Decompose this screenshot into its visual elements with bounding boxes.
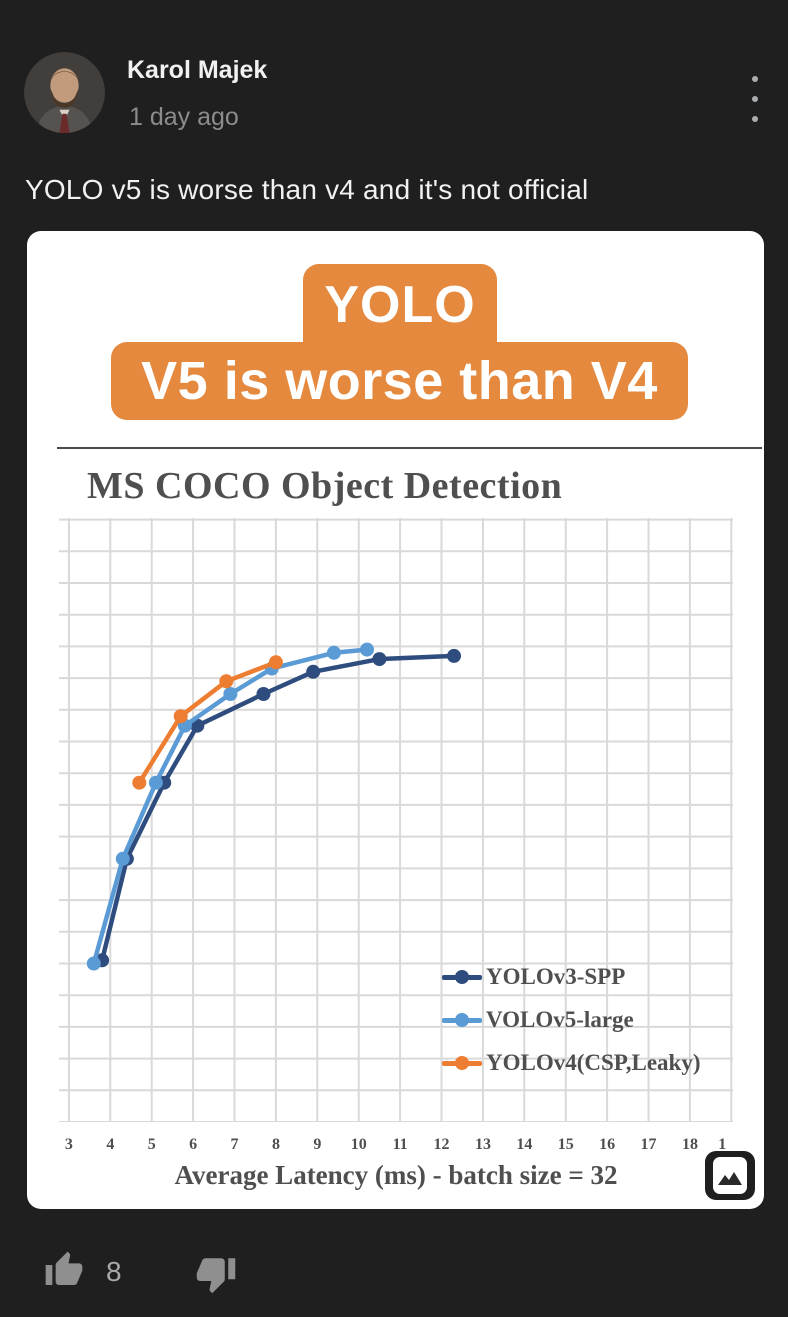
series-YOLOv4(CSP,Leaky) [132,655,283,790]
avatar[interactable] [24,52,105,133]
x-tick: 4 [106,1136,115,1153]
x-tick: 5 [147,1136,156,1153]
x-tick: 17 [640,1136,657,1153]
x-tick: 10 [350,1136,367,1153]
x-tick: 12 [433,1136,450,1153]
legend-marker-line [442,1050,482,1076]
gridlines [59,518,733,1122]
x-tick: 13 [474,1136,491,1153]
legend-label: YOLOv4(CSP,Leaky) [486,1050,701,1075]
post-text: YOLO v5 is worse than v4 and it's not of… [25,174,589,205]
plot-svg [59,518,733,1122]
legend-item: YOLOv3-SPP [442,964,700,990]
banner-top: YOLO [303,264,497,346]
thumb-down-icon[interactable] [195,1253,237,1295]
like-count: 8 [106,1256,122,1287]
series-VOLOv5-large [86,642,374,971]
legend-label: YOLOv3-SPP [486,964,626,989]
banner-bottom: V5 is worse than V4 [111,342,688,420]
thumb-up-icon[interactable] [44,1250,84,1290]
x-tick: 15 [557,1136,574,1153]
post-image[interactable]: YOLO V5 is worse than V4 MS COCO Object … [27,231,764,1209]
x-tick: 8 [271,1136,280,1153]
legend-marker-line [442,1007,482,1033]
series-YOLOv3-SPP [95,648,461,968]
x-tick: 6 [189,1136,198,1153]
x-tick: 11 [392,1136,408,1153]
banner-line1: YOLO [324,276,476,334]
x-tick: 14 [516,1136,533,1153]
post-timestamp: 1 day ago [129,103,239,131]
x-tick: 16 [599,1136,616,1153]
avatar-photo [24,52,105,133]
legend-label: VOLOv5-large [486,1007,634,1032]
kebab-menu-icon[interactable] [740,74,770,124]
chart-plot-area: YOLOv3-SPP VOLOv5-large YOLOv4(CSP,Leaky… [59,518,733,1122]
legend-item: YOLOv4(CSP,Leaky) [442,1050,700,1076]
x-axis-label: Average Latency (ms) - batch size = 32 [174,1160,618,1190]
x-tick: 9 [313,1136,322,1153]
x-tick: 1 [718,1136,727,1153]
banner-line2: V5 is worse than V4 [141,351,658,411]
x-tick: 3 [64,1136,73,1153]
legend-marker-line [442,964,482,990]
x-tick: 7 [230,1136,239,1153]
author-name[interactable]: Karol Majek [127,56,268,84]
x-axis-ticks: 3 4 5 6 7 8 9 10 11 12 13 14 15 16 17 18 1 [59,1136,733,1156]
divider [57,447,762,449]
chart-legend: YOLOv3-SPP VOLOv5-large YOLOv4(CSP,Leaky… [442,964,700,1076]
chart-title: MS COCO Object Detection [87,465,563,507]
x-tick: 18 [681,1136,698,1153]
image-badge-icon [705,1151,755,1200]
legend-item: VOLOv5-large [442,1007,700,1033]
